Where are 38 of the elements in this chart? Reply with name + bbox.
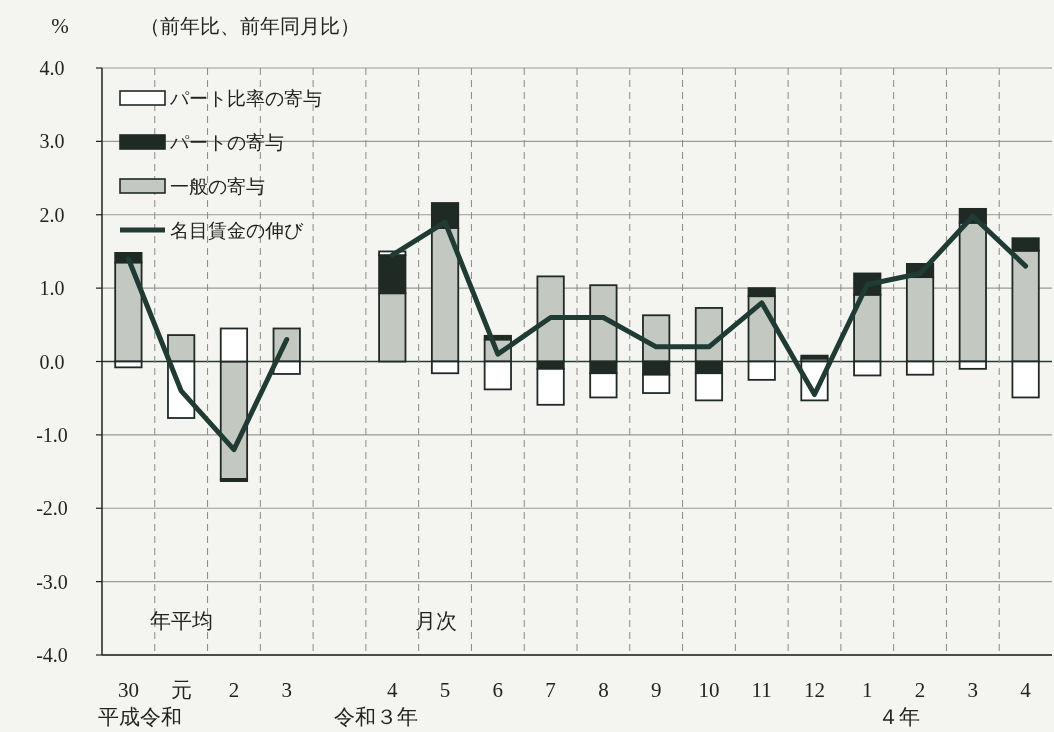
x-tick-label: 6: [492, 678, 504, 702]
y-tick-label: 0.0: [39, 350, 65, 373]
annotation: 年平均: [150, 609, 213, 633]
text: 令和３年: [334, 705, 418, 729]
x-tick-label: 3: [281, 678, 292, 702]
y-tick-label: -2.0: [36, 497, 68, 520]
x-tick-label: 8: [598, 678, 609, 702]
text: ４年: [878, 705, 920, 729]
text: （前年比、前年同月比）: [140, 15, 360, 37]
y-tick-label: 2.0: [39, 203, 65, 226]
legend-label: 一般の寄与: [170, 176, 265, 197]
legend-label: パート比率の寄与: [169, 88, 322, 109]
x-tick-label: 4: [1020, 678, 1032, 702]
x-tick-label: 11: [751, 678, 772, 702]
annotation: 月次: [415, 609, 457, 633]
x-tick-label: 5: [439, 678, 451, 702]
x-tick-label: 4: [387, 678, 399, 702]
y-tick-label: -4.0: [36, 644, 68, 666]
x-tick-label: 12: [804, 678, 825, 702]
x-tick-label: 3: [967, 678, 979, 702]
y-tick-label: 3.0: [39, 130, 65, 153]
y-tick-label: 4.0: [39, 57, 65, 79]
x-tick-label: 30: [117, 678, 139, 702]
legend-label: 名目賃金の伸び: [170, 220, 304, 241]
x-tick-label: 7: [545, 678, 556, 702]
y-tick-label: -3.0: [36, 570, 68, 593]
x-tick-label: 10: [698, 678, 720, 702]
x-tick-label: 9: [650, 678, 662, 702]
text: 令和: [140, 705, 182, 729]
y-tick-label: 1.0: [39, 277, 65, 300]
x-tick-label: 2: [914, 678, 926, 702]
x-tick-label: 1: [862, 678, 873, 702]
y-tick-label: -1.0: [36, 423, 68, 446]
legend-label: パートの寄与: [169, 132, 284, 153]
y-axis-title: %: [51, 14, 69, 38]
text: 平成: [98, 705, 140, 729]
x-tick-label: 2: [228, 678, 240, 702]
x-tick-label: 元: [170, 678, 192, 702]
